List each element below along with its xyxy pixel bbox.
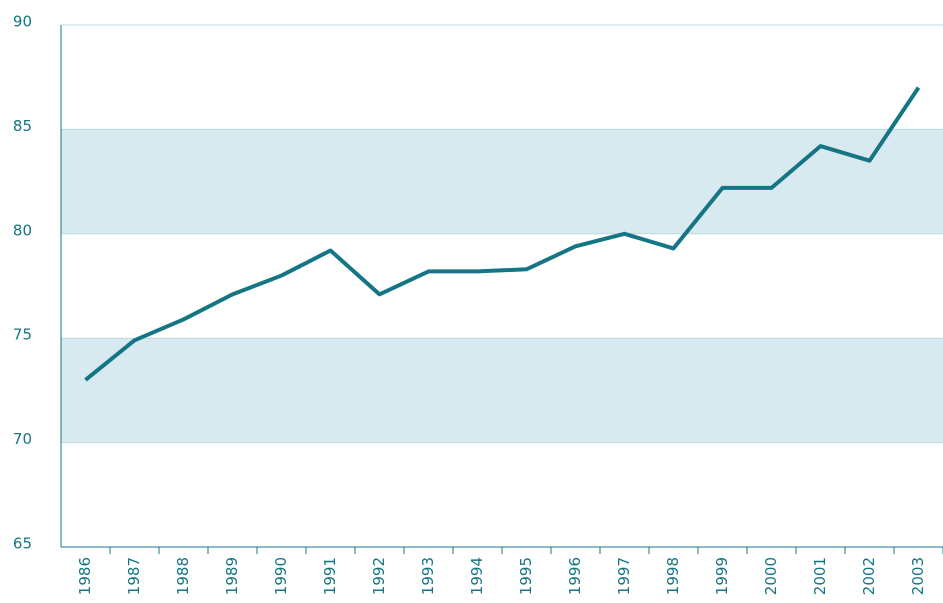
x-tick-label: 1999 [713,557,731,595]
x-tick-label: 1994 [468,557,486,595]
x-tick-label: 1989 [223,557,241,595]
x-tick-label: 1990 [272,557,290,595]
x-tick-label: 1986 [76,557,94,595]
x-tick-label: 2000 [762,557,780,595]
x-tick-label: 1995 [517,557,535,595]
y-tick-label: 90 [13,13,32,31]
x-tick-label: 2002 [860,557,878,595]
x-tick-label: 1993 [419,557,437,595]
y-tick-label: 65 [13,535,32,553]
x-tick-label: 1996 [566,557,584,595]
x-tick-label: 1991 [321,557,339,595]
y-tick-label: 80 [13,221,32,239]
x-tick-label: 1988 [174,557,192,595]
x-tick-label: 1987 [125,557,143,595]
x-tick-label: 2003 [909,557,927,595]
x-tick-label: 1997 [615,557,633,595]
y-tick-label: 75 [13,326,32,344]
shaded-band [61,338,943,443]
x-tick-label: 1998 [664,557,682,595]
shaded-band [61,129,943,234]
x-tick-label: 1992 [370,557,388,595]
x-tick-label: 2001 [811,557,829,595]
y-tick-label: 70 [13,430,32,448]
data-line [84,86,921,382]
y-tick-label: 85 [13,117,32,135]
